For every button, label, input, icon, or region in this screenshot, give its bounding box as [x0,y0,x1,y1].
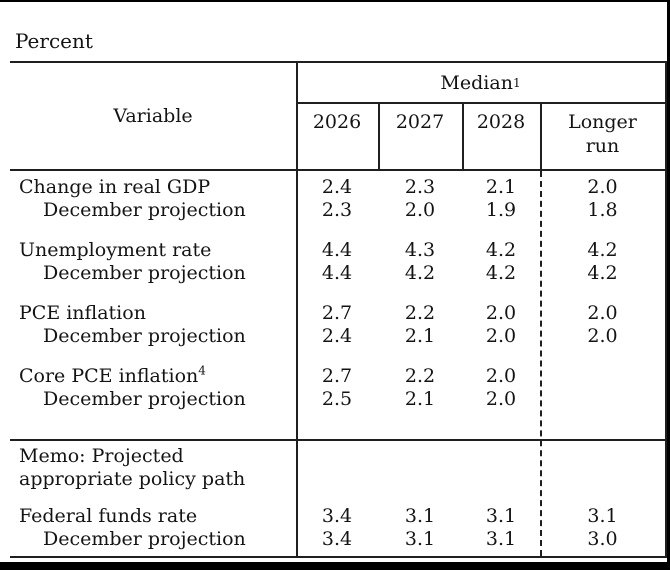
value-cell: 4.4 [321,262,353,284]
longer-run-header-line1: Longer [568,111,637,133]
header-bottom-rule [10,169,665,171]
header-divider-2026-2027 [378,104,380,169]
year-header-2027: 2027 [395,111,445,133]
value-cell: 4.2 [404,262,436,284]
value-cell: 1.9 [485,199,517,221]
value-cell: 1.8 [587,199,618,221]
year-header-2026: 2026 [312,111,362,133]
value-cell: 2.0 [485,302,517,324]
value-cell: 2.0 [587,176,618,198]
value-cell: 2.7 [321,302,353,324]
value-cell: 2.3 [404,176,436,198]
value-cell: 4.2 [485,239,517,261]
median-underline-rule [296,102,665,104]
value-cell: 3.4 [321,528,353,550]
longer-run-header-line2: run [585,135,620,157]
footnote-marker: 4 [198,363,206,378]
memo-line1: Memo: Projected [19,445,184,467]
frame-top-border [0,0,670,2]
row-label: Change in real GDP [19,176,211,198]
header-divider-2028-longer-run [540,104,542,169]
variable-header: Variable [10,63,296,169]
table-row-core-pce-december: December projection 2.5 2.1 2.0 [10,387,665,411]
value-cell: 3.1 [587,505,618,527]
table-row-pce-december: December projection 2.4 2.1 2.0 2.0 [10,324,665,348]
value-cell: 2.4 [321,325,353,347]
value-cell: 4.2 [587,262,618,284]
row-label: Unemployment rate [19,239,212,261]
table-row-federal-funds-december: December projection 3.4 3.1 3.1 3.0 [10,527,665,551]
value-cell: 3.0 [587,528,618,550]
row-label: PCE inflation [19,302,146,324]
year-header-row: 2026 2027 2028 Longer run [296,104,665,169]
table-row-unemployment-december: December projection 4.4 4.2 4.2 4.2 [10,261,665,285]
table-row-gdp: Change in real GDP 2.4 2.3 2.1 2.0 [10,175,665,199]
table-row-pce-inflation: PCE inflation 2.7 2.2 2.0 2.0 [10,301,665,325]
header-divider-2027-2028 [462,104,464,169]
row-label: December projection [43,199,246,221]
value-cell: 3.4 [321,505,353,527]
projections-table: Variable Median 1 2026 2027 2028 Longer r… [10,61,667,558]
value-cell: 2.0 [587,302,618,324]
frame-bottom-border [0,562,670,570]
value-cell: 2.2 [404,365,436,387]
year-header-2028: 2028 [476,111,526,133]
value-cell [540,387,665,411]
memo-top-rule [10,439,665,441]
table-row-gdp-december: December projection 2.3 2.0 1.9 1.8 [10,198,665,222]
value-cell: 2.5 [321,388,353,410]
value-cell: 2.0 [485,325,517,347]
table-row-unemployment: Unemployment rate 4.4 4.3 4.2 4.2 [10,238,665,262]
value-cell: 4.3 [404,239,436,261]
median-header: Median 1 [440,71,521,94]
value-cell [540,364,665,388]
table-row-core-pce: Core PCE inflation4 2.7 2.2 2.0 [10,364,665,388]
longer-run-dashed-divider [540,171,542,556]
value-cell: 2.3 [321,199,353,221]
value-cell: 3.1 [404,505,436,527]
value-cell: 2.0 [485,388,517,410]
value-cell: 3.1 [404,528,436,550]
value-cell: 4.2 [587,239,618,261]
row-label: December projection [43,325,246,347]
row-label: Core PCE inflation4 [19,363,206,387]
value-cell: 2.4 [321,176,353,198]
memo-label: Memo: Projected appropriate policy path [10,445,296,491]
longer-run-header: Longer run [540,104,665,169]
value-cell: 2.2 [404,302,436,324]
row-label: December projection [43,388,246,410]
variable-column-divider [296,63,298,556]
row-label: December projection [43,528,246,550]
value-cell: 3.1 [485,528,517,550]
value-cell: 4.4 [321,239,353,261]
value-cell: 2.1 [404,325,436,347]
value-cell: 4.2 [485,262,517,284]
value-cell: 2.0 [404,199,436,221]
value-cell: 2.7 [321,365,353,387]
median-header-label: Median [440,71,513,94]
row-label: Federal funds rate [19,505,198,527]
variable-header-label: Variable [113,105,193,127]
value-cell: 3.1 [485,505,517,527]
table-row-federal-funds: Federal funds rate 3.4 3.1 3.1 3.1 [10,504,665,528]
value-cell: 2.0 [485,365,517,387]
value-cell: 2.0 [587,325,618,347]
frame-right-border [667,0,670,570]
value-cell: 2.1 [404,388,436,410]
table-unit-label: Percent [15,29,93,53]
memo-line2: appropriate policy path [19,468,246,490]
value-cell: 2.1 [485,176,517,198]
row-label: December projection [43,262,246,284]
